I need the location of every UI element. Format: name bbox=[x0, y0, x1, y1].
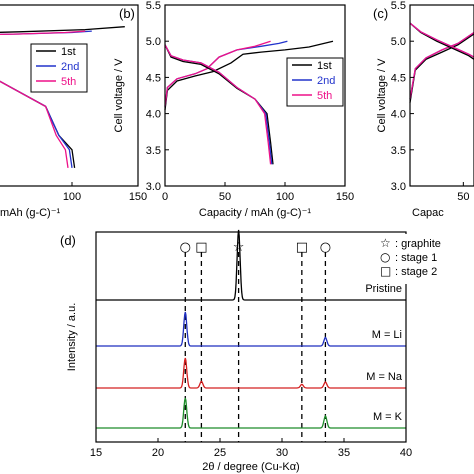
y-tick-label: 4.0 bbox=[146, 109, 161, 121]
series-line-5th bbox=[164, 40, 271, 107]
x-tick-label: 30 bbox=[276, 447, 288, 459]
y-tick-label: 3.0 bbox=[146, 181, 161, 193]
y-axis-label: Cell voltage / V bbox=[376, 58, 388, 133]
reference-marker: ☆ bbox=[233, 240, 245, 255]
series-line-1st bbox=[0, 26, 125, 33]
legend-label: : stage 1 bbox=[395, 252, 437, 264]
series-line-5th bbox=[409, 31, 474, 100]
y-tick-label: 5.0 bbox=[146, 36, 161, 48]
x-tick-label: 150 bbox=[336, 191, 354, 203]
series-line-1st bbox=[164, 44, 274, 165]
reference-marker: □ bbox=[195, 240, 207, 255]
series-line-5th bbox=[0, 30, 86, 35]
series-label: M = Li bbox=[372, 329, 402, 341]
reference-marker: □ bbox=[296, 240, 308, 255]
x-tick-label: 50 bbox=[219, 191, 231, 203]
plot-frame bbox=[95, 231, 407, 443]
legend-label: : stage 2 bbox=[395, 266, 437, 278]
x-tick-label: 100 bbox=[276, 191, 294, 203]
x-tick-label: 100 bbox=[63, 191, 81, 203]
legend-box bbox=[286, 57, 344, 107]
x-tick-label: 35 bbox=[338, 447, 350, 459]
legend-label: 5th bbox=[317, 90, 332, 102]
panel-label: (b) bbox=[119, 6, 135, 21]
series-label: Pristine bbox=[365, 283, 402, 295]
panel-a: 100 150 mAh (g-C)⁻¹ 1st 2nd 5th bbox=[0, 4, 147, 219]
x-tick-label: 25 bbox=[214, 447, 226, 459]
x-tick-label: 50 bbox=[457, 191, 469, 203]
y-axis-label: Intensity / a.u. bbox=[66, 303, 78, 371]
y-tick-label: 4.0 bbox=[391, 109, 406, 121]
legend-label: 1st bbox=[61, 46, 76, 58]
legend-label: 2nd bbox=[61, 61, 79, 73]
xrd-pattern-mna bbox=[96, 357, 406, 389]
y-tick-label: 5.0 bbox=[391, 36, 406, 48]
y-tick-label: 5.5 bbox=[391, 0, 406, 12]
legend-label: : graphite bbox=[395, 238, 441, 250]
xrd-pattern-mli bbox=[96, 311, 406, 347]
series-line-5th bbox=[409, 22, 474, 58]
y-tick-label: 3.0 bbox=[391, 181, 406, 193]
series-line-5th bbox=[0, 80, 69, 168]
x-tick-label: 150 bbox=[129, 191, 147, 203]
series-line-1st bbox=[164, 40, 334, 111]
plot-frame bbox=[409, 4, 474, 187]
legend-label: 1st bbox=[317, 60, 332, 72]
series-line-2nd bbox=[164, 44, 273, 165]
x-axis-label: Capacity / mAh (g-C)⁻¹ bbox=[199, 207, 311, 219]
panel-c: 50 3.0 3.5 4.0 4.5 5.0 5.5 Capac Cell voltage / … bbox=[373, 0, 474, 219]
series-line-5th bbox=[164, 44, 272, 165]
panel-label: (d) bbox=[60, 233, 76, 248]
legend-box bbox=[374, 234, 466, 284]
y-tick-label: 3.5 bbox=[146, 145, 161, 157]
plot-frame bbox=[0, 4, 139, 187]
x-tick-label: 0 bbox=[162, 191, 168, 203]
x-axis-label: Capac bbox=[412, 207, 444, 219]
y-tick-label: 5.5 bbox=[146, 0, 161, 12]
legend-label: 2nd bbox=[317, 75, 335, 87]
x-tick-label: 15 bbox=[90, 447, 102, 459]
series-line-2nd bbox=[0, 80, 73, 168]
legend-label: 5th bbox=[61, 76, 76, 88]
panel-label: (c) bbox=[373, 6, 388, 21]
series-line-1st bbox=[409, 33, 474, 103]
x-axis-label: mAh (g-C)⁻¹ bbox=[0, 207, 61, 219]
plot-frame bbox=[164, 4, 346, 187]
legend-box bbox=[30, 43, 88, 93]
series-label: M = Na bbox=[366, 371, 403, 383]
y-axis-label: Cell voltage / V bbox=[113, 58, 125, 133]
y-tick-label: 4.5 bbox=[391, 72, 406, 84]
x-axis-label: 2θ / degree (Cu-Kα) bbox=[202, 461, 299, 473]
x-tick-label: 20 bbox=[152, 447, 164, 459]
reference-marker: ○ bbox=[320, 240, 331, 255]
y-tick-label: 4.5 bbox=[146, 72, 161, 84]
series-label: M = K bbox=[373, 411, 403, 423]
legend-marker: ○ bbox=[380, 250, 390, 264]
legend-marker: □ bbox=[380, 264, 391, 278]
xrd-pattern-mk bbox=[96, 397, 406, 429]
xrd-pattern-pristine bbox=[96, 229, 406, 301]
x-tick-label: 40 bbox=[400, 447, 412, 459]
reference-marker: ○ bbox=[180, 240, 191, 255]
legend-marker: ☆ bbox=[380, 236, 391, 250]
y-tick-label: 3.5 bbox=[391, 145, 406, 157]
